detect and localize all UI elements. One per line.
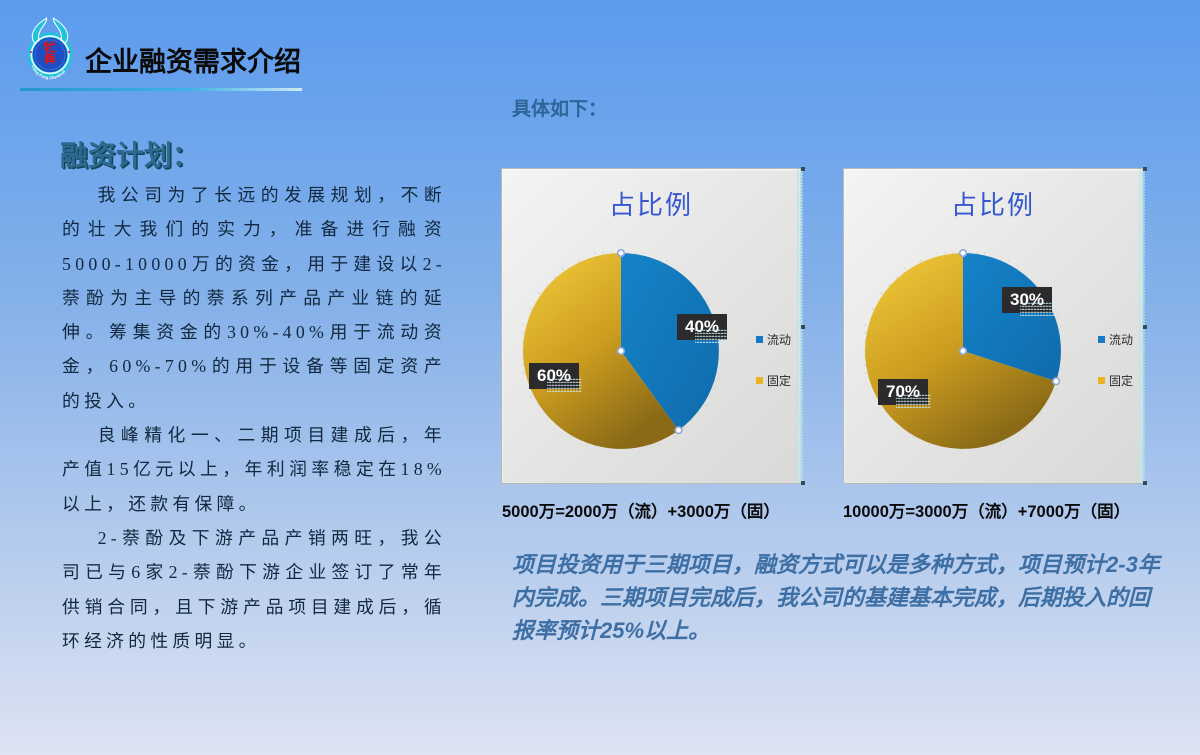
svg-text:牤: 牤 [43,40,57,56]
svg-text:犇: 犇 [44,52,56,66]
